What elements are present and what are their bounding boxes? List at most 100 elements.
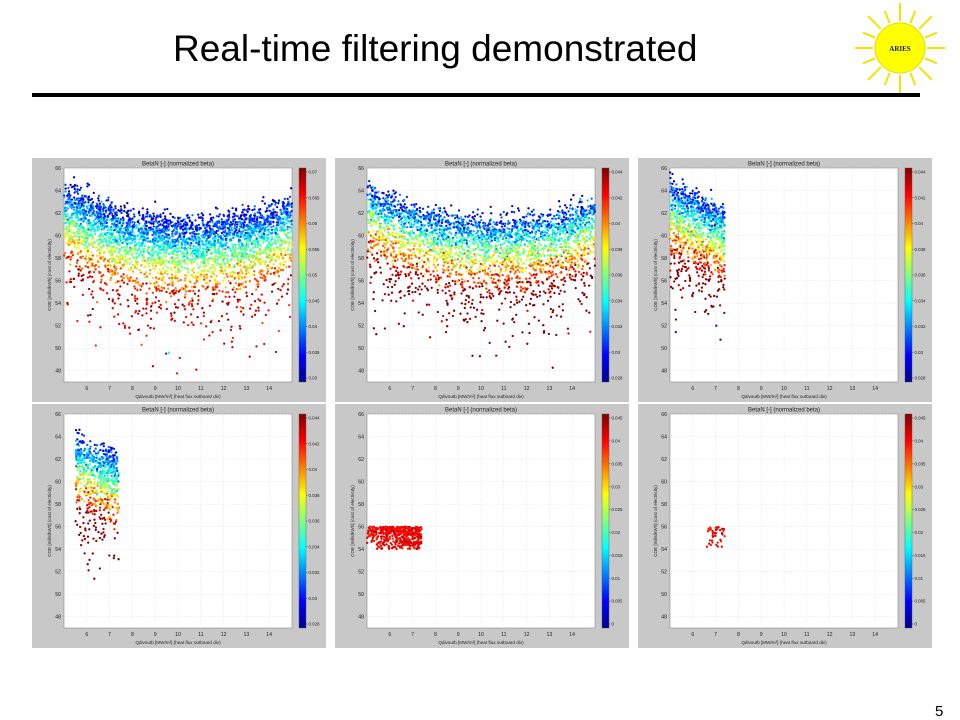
scatter-point (191, 247, 195, 250)
scatter-point (66, 201, 69, 204)
scatter-point (576, 205, 579, 209)
scatter-point (151, 291, 155, 295)
scatter-point (73, 183, 77, 187)
scatter-point (191, 227, 195, 231)
scatter-point (170, 224, 173, 228)
scatter-point (137, 220, 140, 223)
scatter-point (284, 253, 287, 257)
x-tick-label: 9 (154, 386, 157, 392)
scatter-point (385, 224, 389, 228)
scatter-point (259, 257, 263, 260)
scatter-point (290, 246, 293, 249)
scatter-point (128, 257, 132, 261)
scatter-point (232, 286, 236, 289)
scatter-point (435, 253, 438, 256)
x-axis-label: Qdivoutb [MW/m²] (heat flux outboard div… (135, 394, 221, 399)
scatter-point (234, 220, 237, 224)
scatter-point (110, 252, 114, 255)
scatter-point (99, 215, 102, 218)
scatter-point (143, 276, 147, 279)
scatter-point (427, 240, 431, 244)
scatter-point (390, 240, 393, 243)
scatter-point (221, 300, 224, 303)
scatter-point (113, 302, 116, 305)
scatter-point (394, 236, 397, 239)
y-tick-label: 60 (358, 234, 364, 240)
scatter-point (257, 280, 260, 283)
scatter-point (165, 301, 168, 304)
scatter-point (282, 207, 285, 210)
scatter-point (195, 241, 198, 245)
scatter-point (379, 271, 383, 274)
scatter-point (275, 252, 279, 256)
scatter-point (122, 222, 125, 225)
scatter-point (225, 273, 228, 276)
scatter-point (260, 223, 264, 227)
scatter-point (482, 279, 486, 282)
scatter-point (259, 225, 262, 228)
scatter-point (176, 243, 179, 247)
scatter-point (393, 283, 396, 286)
scatter-point (263, 222, 266, 225)
scatter-point (270, 228, 274, 231)
scatter-point (223, 262, 226, 265)
scatter-point (83, 240, 86, 243)
x-tick-label: 10 (175, 386, 181, 392)
scatter-point (448, 255, 451, 258)
scatter-point (281, 217, 284, 220)
scatter-point (509, 306, 512, 309)
scatter-point (252, 250, 255, 253)
scatter-point (222, 233, 225, 237)
scatter-point (92, 245, 95, 249)
scatter-point (272, 221, 275, 224)
scatter-point (373, 223, 376, 226)
scatter-point (581, 265, 585, 268)
scatter-point (112, 272, 115, 276)
scatter-point (165, 229, 169, 232)
scatter-point (483, 326, 487, 330)
colorbar-tick-label: 0.042 (612, 195, 624, 200)
colorbar-tick-label: 0.044 (612, 170, 624, 175)
scatter-point (116, 280, 119, 283)
scatter-point (94, 268, 97, 271)
scatter-point (283, 231, 286, 235)
scatter-point (159, 270, 163, 273)
scatter-point (203, 254, 206, 258)
scatter-point (69, 258, 72, 261)
scatter-point (125, 230, 128, 233)
scatter-point (256, 211, 259, 214)
scatter-point (239, 310, 243, 313)
scatter-point (132, 249, 135, 253)
scatter-point (109, 276, 113, 280)
scatter-point (109, 278, 112, 282)
scatter-point (565, 268, 568, 271)
scatter-point (147, 252, 151, 255)
scatter-point (513, 258, 516, 261)
scatter-point (176, 237, 179, 241)
scatter-point (253, 234, 257, 237)
y-tick-label: 52 (55, 324, 61, 330)
scatter-point (487, 267, 490, 270)
scatter-point (229, 328, 233, 332)
scatter-point (156, 238, 160, 242)
scatter-point (189, 249, 192, 253)
scatter-point (373, 186, 377, 189)
scatter-point (251, 243, 254, 246)
scatter-point (111, 298, 114, 301)
scatter-point (248, 221, 251, 224)
scatter-point (237, 275, 240, 278)
scatter-point (67, 243, 71, 247)
scatter-point (208, 230, 211, 233)
sun-ray (862, 31, 876, 39)
scatter-point (158, 235, 161, 238)
scatter-point (267, 205, 271, 208)
scatter-point (530, 210, 534, 213)
scatter-point (111, 235, 114, 238)
scatter-point (225, 254, 229, 257)
scatter-point (243, 254, 247, 257)
scatter-point (220, 267, 224, 270)
scatter-point (134, 311, 137, 314)
sun-ray (924, 57, 938, 65)
scatter-point (217, 246, 221, 249)
scatter-point (283, 241, 287, 245)
